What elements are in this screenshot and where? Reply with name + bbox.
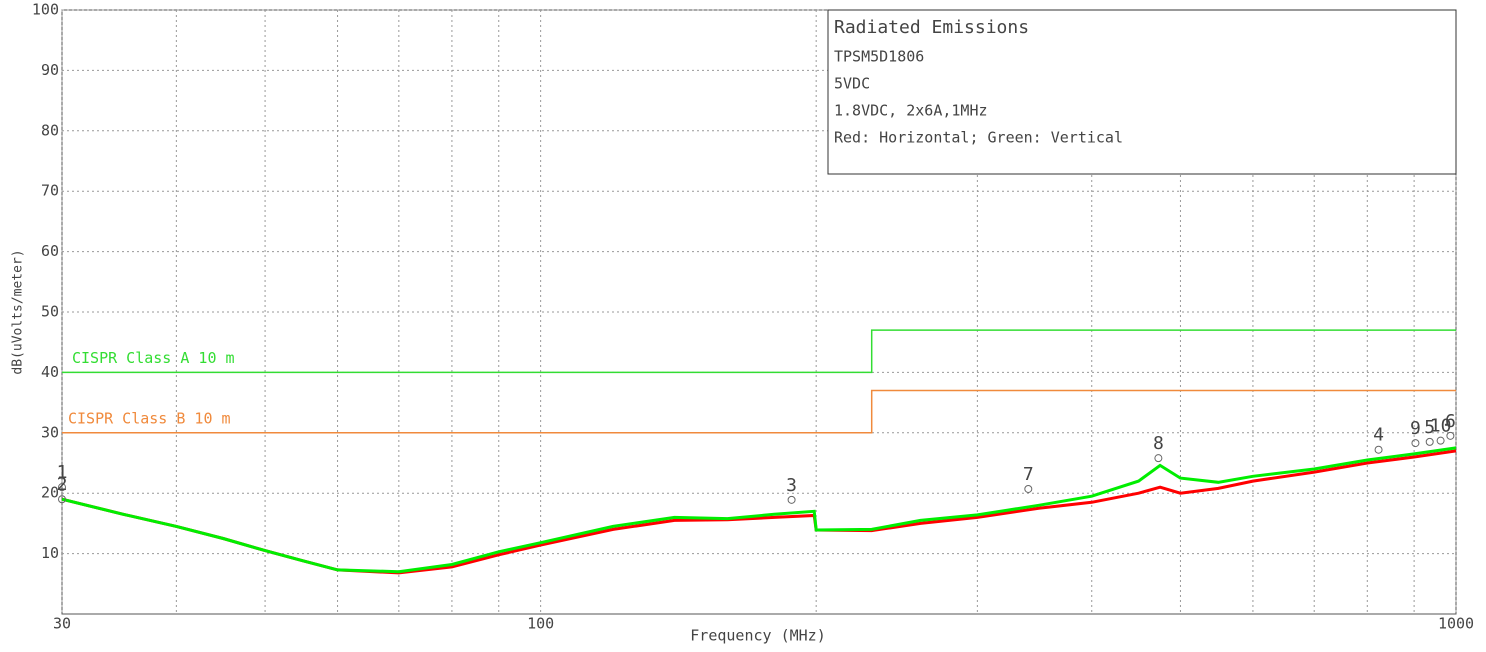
- y-tick-label: 100: [32, 1, 59, 19]
- x-tick-label: 1000: [1438, 615, 1474, 633]
- info-line: TPSM5D1806: [834, 48, 924, 66]
- limit-label: CISPR Class A 10 m: [72, 349, 235, 367]
- x-tick-label: 100: [527, 615, 554, 633]
- y-tick-label: 40: [41, 363, 59, 381]
- series-line: [61, 446, 1457, 574]
- y-tick-label: 10: [41, 544, 59, 562]
- marker: [1411, 439, 1420, 448]
- y-tick-label: 50: [41, 303, 59, 321]
- marker: [787, 495, 796, 504]
- x-axis-label: Frequency (MHz): [690, 627, 825, 645]
- marker-label: 6: [1445, 411, 1456, 432]
- marker-label: 7: [1023, 464, 1034, 485]
- marker-label: 4: [1373, 425, 1384, 446]
- marker-label: 10: [1430, 416, 1452, 437]
- marker-label: 1: [57, 462, 68, 483]
- info-line: 5VDC: [834, 75, 870, 93]
- y-axis-label: dB(uVolts/meter): [11, 249, 26, 374]
- marker: [58, 483, 66, 492]
- marker: [1374, 445, 1383, 454]
- y-tick-label: 80: [41, 121, 59, 139]
- info-line: Radiated Emissions: [834, 17, 1029, 38]
- y-tick-label: 20: [41, 484, 59, 502]
- marker: [58, 495, 66, 504]
- limit-label: CISPR Class B 10 m: [68, 409, 231, 427]
- marker-label: 8: [1153, 433, 1164, 454]
- x-tick-label: 30: [53, 615, 71, 633]
- limit-line: [62, 389, 1456, 434]
- marker: [1024, 484, 1033, 493]
- marker: [1446, 431, 1455, 440]
- y-tick-label: 90: [41, 61, 59, 79]
- y-tick-label: 60: [41, 242, 59, 260]
- marker-label: 2: [57, 474, 68, 495]
- marker-label: 9: [1410, 418, 1421, 439]
- info-line: Red: Horizontal; Green: Vertical: [834, 129, 1123, 147]
- marker: [1154, 454, 1163, 463]
- marker: [1436, 436, 1445, 445]
- y-tick-label: 70: [41, 182, 59, 200]
- marker: [1425, 437, 1434, 446]
- limit-line: [62, 329, 1456, 374]
- marker-label: 3: [786, 475, 797, 496]
- marker-label: 5: [1424, 417, 1435, 438]
- info-box: [827, 9, 1457, 175]
- y-tick-label: 30: [41, 423, 59, 441]
- info-line: 1.8VDC, 2x6A,1MHz: [834, 102, 988, 120]
